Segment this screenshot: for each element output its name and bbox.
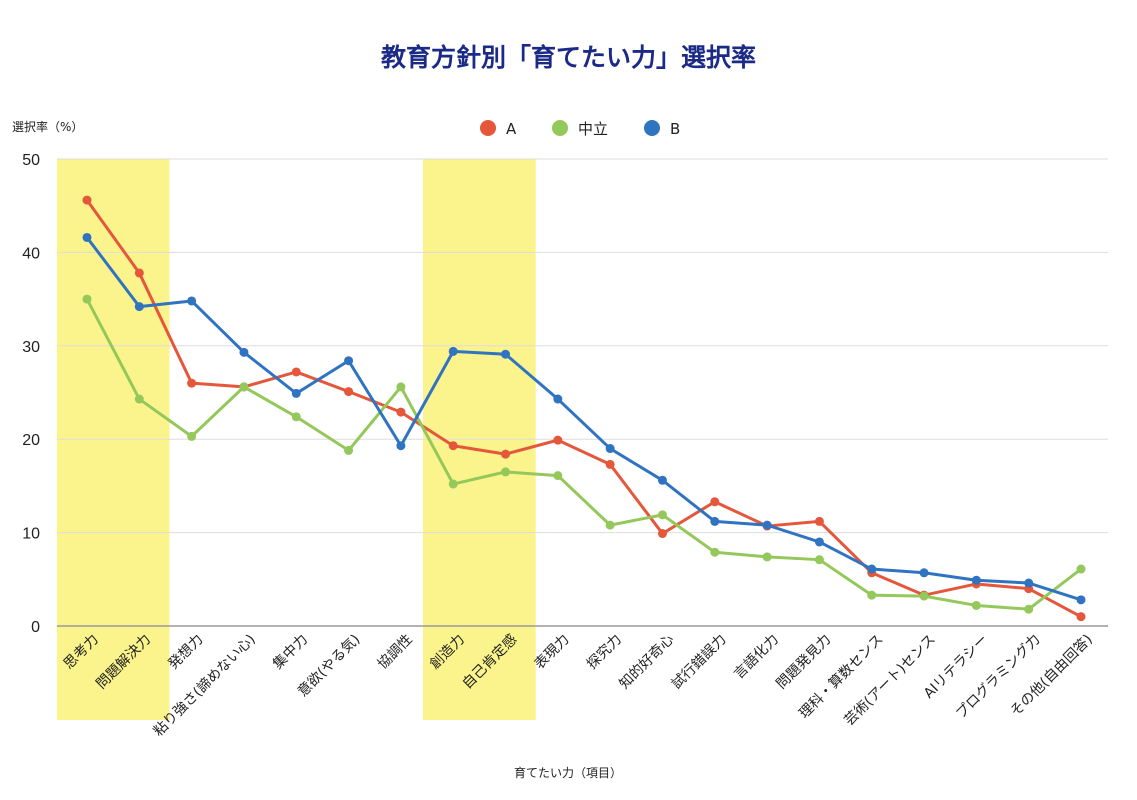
data-point-中立 xyxy=(657,510,667,520)
data-point-A xyxy=(396,407,406,417)
data-point-A xyxy=(134,268,144,278)
data-point-中立 xyxy=(82,294,92,304)
data-point-B xyxy=(814,537,824,547)
data-point-中立 xyxy=(762,552,772,562)
x-axis-label: 育てたい力（項目） xyxy=(514,765,622,780)
series-line-B xyxy=(85,236,1082,602)
legend-label: A xyxy=(506,120,517,138)
x-tick-label: 発想力 xyxy=(165,632,206,673)
data-point-B xyxy=(501,349,511,359)
data-point-A xyxy=(501,449,511,459)
data-point-B xyxy=(134,302,144,312)
data-point-B xyxy=(605,444,615,454)
chart-title: 教育方針別「育てたい力」選択率 xyxy=(380,43,756,72)
data-point-B xyxy=(82,232,92,242)
series-line-A xyxy=(85,199,1082,618)
data-point-中立 xyxy=(814,555,824,565)
data-point-A xyxy=(187,378,197,388)
data-point-B xyxy=(762,520,772,530)
data-point-B xyxy=(396,441,406,451)
data-point-中立 xyxy=(971,600,981,610)
x-tick-label: 芸術(アート)センス xyxy=(841,632,938,729)
y-tick-label: 40 xyxy=(22,245,40,262)
y-tick-label: 30 xyxy=(22,339,40,356)
x-tick-label: 集中力 xyxy=(269,631,311,673)
data-point-A xyxy=(291,367,301,377)
data-point-中立 xyxy=(867,590,877,600)
data-point-A xyxy=(605,459,615,469)
data-point-中立 xyxy=(553,471,563,481)
data-point-中立 xyxy=(187,431,197,441)
x-tick-label: 協調性 xyxy=(375,632,416,673)
data-point-A xyxy=(344,387,354,397)
data-point-A xyxy=(553,435,563,445)
data-point-B xyxy=(448,346,458,356)
x-tick-label: 言語化力 xyxy=(731,632,782,683)
data-point-B xyxy=(291,388,301,398)
x-tick-label: 知的好奇心 xyxy=(616,631,678,693)
data-point-A xyxy=(448,441,458,451)
y-axis-label: 選択率（%） xyxy=(12,119,83,134)
data-point-B xyxy=(239,347,249,357)
y-tick-label: 50 xyxy=(22,152,40,169)
legend-marker-A xyxy=(480,120,496,136)
x-tick-label: 試行錯誤力 xyxy=(669,632,730,693)
data-point-B xyxy=(867,564,877,574)
data-point-中立 xyxy=(1076,564,1086,574)
data-point-B xyxy=(187,296,197,306)
legend-marker-B xyxy=(644,120,660,136)
data-point-B xyxy=(657,475,667,485)
data-point-中立 xyxy=(501,467,511,477)
data-point-B xyxy=(710,516,720,526)
legend-marker-中立 xyxy=(552,120,568,136)
data-point-中立 xyxy=(448,479,458,489)
data-point-中立 xyxy=(1024,604,1034,614)
data-point-A xyxy=(657,529,667,539)
data-point-中立 xyxy=(605,520,615,530)
data-point-B xyxy=(344,356,354,366)
y-tick-label: 10 xyxy=(22,526,40,543)
legend-label: 中立 xyxy=(578,120,608,138)
data-point-中立 xyxy=(239,382,249,392)
data-point-A xyxy=(1076,612,1086,622)
legend-label: B xyxy=(670,120,680,138)
data-point-B xyxy=(553,394,563,404)
data-point-中立 xyxy=(291,412,301,422)
x-tick-label: 表現力 xyxy=(532,632,573,673)
data-point-中立 xyxy=(710,547,720,557)
x-tick-label: 探究力 xyxy=(584,632,625,673)
data-point-B xyxy=(971,575,981,585)
series-line-中立 xyxy=(85,298,1082,611)
data-point-B xyxy=(1024,578,1034,588)
data-point-B xyxy=(1076,595,1086,605)
data-point-A xyxy=(82,195,92,205)
data-point-中立 xyxy=(134,394,144,404)
data-point-A xyxy=(710,497,720,507)
data-point-B xyxy=(919,568,929,578)
y-tick-label: 0 xyxy=(31,619,40,636)
data-point-中立 xyxy=(396,382,406,392)
data-point-中立 xyxy=(344,445,354,455)
y-tick-label: 20 xyxy=(22,432,40,449)
data-point-A xyxy=(814,516,824,526)
data-point-中立 xyxy=(919,591,929,601)
